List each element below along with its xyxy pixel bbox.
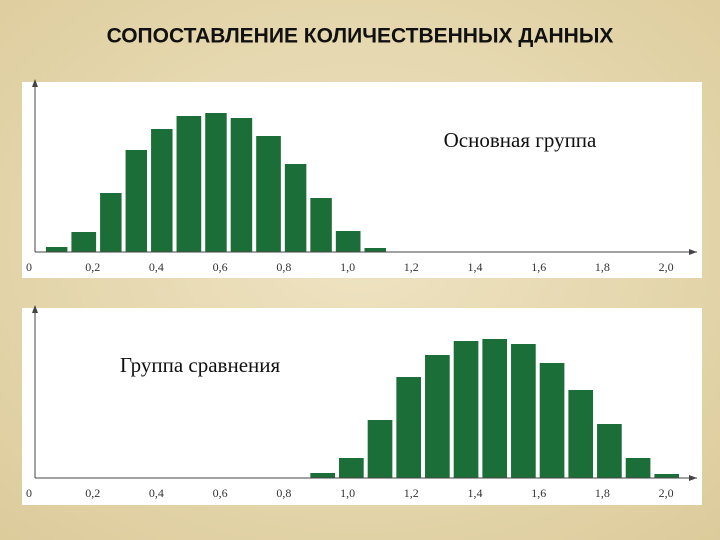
bar — [625, 458, 651, 478]
bar — [205, 113, 227, 252]
bar — [453, 341, 479, 478]
x-tick-label: 1,2 — [404, 260, 419, 274]
bar — [425, 355, 450, 478]
y-axis-arrow — [32, 305, 38, 313]
bar — [176, 116, 202, 252]
panel — [22, 82, 702, 278]
bar — [71, 232, 97, 252]
bar — [597, 424, 622, 478]
bar — [284, 164, 307, 252]
x-tick-label: 0,2 — [85, 486, 100, 500]
x-tick-label: 0,4 — [149, 260, 164, 274]
bar — [511, 344, 536, 478]
x-tick-label: 2,0 — [659, 260, 674, 274]
x-axis-arrow — [689, 475, 697, 481]
x-tick-label: 1,6 — [531, 260, 546, 274]
x-tick-label: 1,6 — [531, 486, 546, 500]
x-tick-label: 1,8 — [595, 260, 610, 274]
x-tick-label: 0,4 — [149, 486, 164, 500]
bar — [310, 198, 332, 252]
bar — [482, 339, 508, 478]
bar — [230, 118, 253, 252]
x-tick-label: 0 — [26, 486, 32, 500]
x-tick-label: 0,8 — [276, 260, 291, 274]
x-tick-label: 0,6 — [213, 260, 228, 274]
x-tick-label: 1,2 — [404, 486, 419, 500]
x-tick-label: 0,6 — [213, 486, 228, 500]
bar — [364, 248, 386, 252]
x-tick-label: 0,2 — [85, 260, 100, 274]
x-tick-label: 0,8 — [276, 486, 291, 500]
x-axis-arrow — [689, 249, 697, 255]
x-tick-label: 1,4 — [468, 260, 483, 274]
bar — [256, 136, 281, 252]
bar — [396, 377, 422, 478]
annotation: Основная группа — [444, 128, 597, 152]
bar — [100, 193, 122, 252]
bar — [310, 473, 336, 478]
bar — [339, 458, 364, 478]
bar — [335, 231, 361, 252]
y-axis-arrow — [32, 79, 38, 87]
x-tick-label: 0 — [26, 260, 32, 274]
bar — [151, 129, 173, 252]
slide-title: СОПОСТАВЛЕНИЕ КОЛИЧЕСТВЕННЫХ ДАННЫХ — [107, 25, 614, 48]
bar — [654, 474, 680, 478]
x-tick-label: 1,0 — [340, 486, 355, 500]
x-tick-label: 2,0 — [659, 486, 674, 500]
bar — [539, 363, 565, 478]
x-tick-label: 1,0 — [340, 260, 355, 274]
bar — [367, 420, 393, 478]
bar — [125, 150, 148, 252]
bar — [45, 247, 68, 252]
x-tick-label: 1,4 — [468, 486, 483, 500]
annotation: Группа сравнения — [120, 353, 281, 377]
x-tick-label: 1,8 — [595, 486, 610, 500]
bar — [568, 390, 594, 478]
